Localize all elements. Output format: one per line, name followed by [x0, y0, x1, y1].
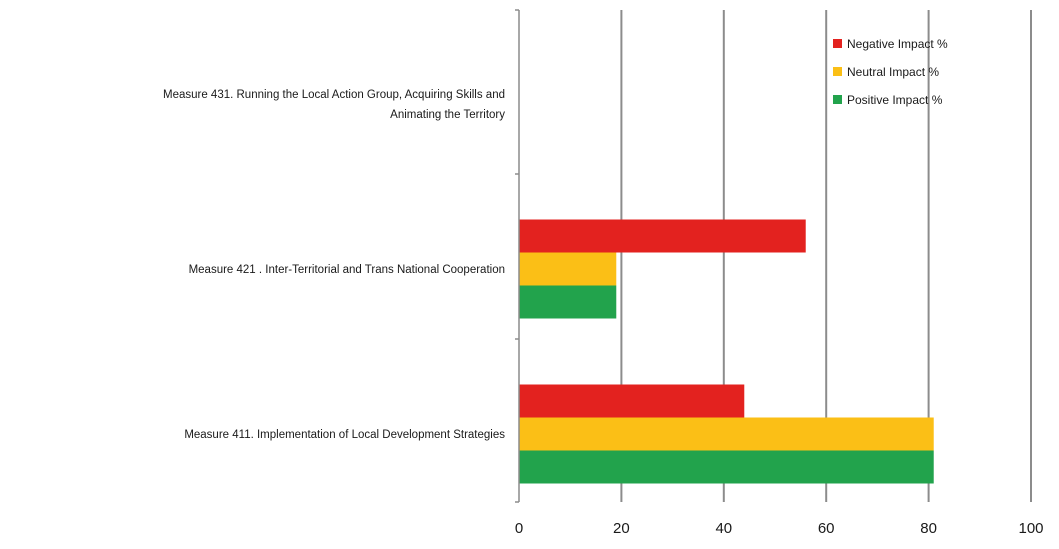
- category-label: Measure 411. Implementation of Local Dev…: [184, 429, 505, 441]
- bar-negative-cat2: [519, 384, 745, 418]
- legend-swatch: [833, 95, 842, 104]
- category-label: Measure 431. Running the Local Action Gr…: [163, 89, 505, 101]
- bars: [519, 219, 934, 484]
- bar-neutral-cat2: [519, 417, 934, 451]
- category-labels: Measure 431. Running the Local Action Gr…: [163, 89, 505, 441]
- category-label: Measure 421 . Inter-Territorial and Tran…: [189, 264, 505, 276]
- bar-negative-cat1: [519, 219, 806, 253]
- x-tick-label: 20: [613, 520, 630, 537]
- x-tick-label: 0: [515, 520, 523, 537]
- legend: Negative Impact % Neutral Impact % Positiv…: [833, 37, 948, 107]
- legend-swatch: [833, 67, 842, 76]
- bar-positive-cat1: [519, 285, 617, 319]
- x-tick-labels: 0 20 40 60 80 100: [515, 520, 1044, 537]
- legend-label: Negative Impact %: [847, 37, 948, 51]
- category-axis: [515, 9, 520, 503]
- x-tick-label: 40: [715, 520, 732, 537]
- x-tick-label: 60: [818, 520, 835, 537]
- legend-label: Neutral Impact %: [847, 65, 939, 79]
- bar-neutral-cat1: [519, 252, 617, 286]
- legend-label: Positive Impact %: [847, 93, 943, 107]
- legend-swatch: [833, 39, 842, 48]
- x-tick-label: 100: [1018, 520, 1043, 537]
- category-label: Animating the Territory: [390, 109, 505, 121]
- bar-positive-cat2: [519, 450, 934, 484]
- x-tick-label: 80: [920, 520, 937, 537]
